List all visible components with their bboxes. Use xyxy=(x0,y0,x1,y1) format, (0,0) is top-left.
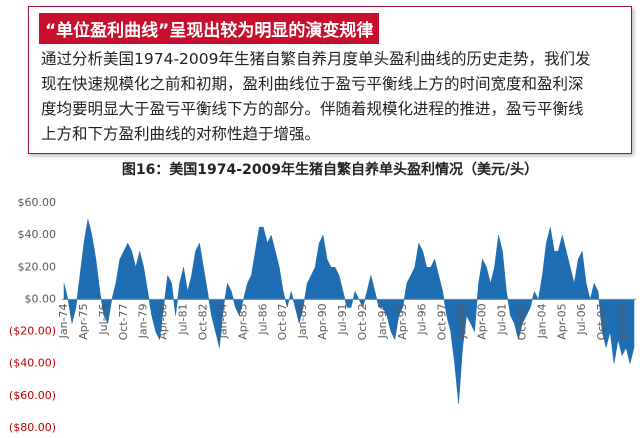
y-tick-label: $0.00 xyxy=(25,292,57,305)
x-tick-label: Jan-79 xyxy=(137,303,150,339)
y-tick-label: ($80.00) xyxy=(9,421,56,434)
y-tick-label: ($60.00) xyxy=(9,389,56,402)
x-tick-label: Apr-00 xyxy=(476,303,489,339)
x-tick-label: Jan-09 xyxy=(615,303,628,339)
x-tick-label: Oct-02 xyxy=(515,303,528,340)
x-tick-label: Oct-92 xyxy=(356,303,369,340)
x-tick-label: Oct-97 xyxy=(436,303,449,340)
callout-line: 通过分析美国1974-2009年生猪自繁自养月度单头盈利曲线的历史走势，我们发 xyxy=(41,50,591,68)
x-tick-label: Apr-95 xyxy=(396,303,409,339)
x-tick-label: Apr-75 xyxy=(77,303,90,339)
x-tick-label: Oct-77 xyxy=(117,303,130,340)
callout-line: 现在快速规模化之前和初期，盈利曲线位于盈亏平衡线上方的时间宽度和盈利深 xyxy=(41,75,584,93)
x-tick-label: Apr-05 xyxy=(555,303,568,339)
x-tick-label: Jan-84 xyxy=(216,303,229,339)
callout-line: 上方和下方盈利曲线的对称性趋于增强。 xyxy=(41,125,321,143)
y-tick-label: $60.00 xyxy=(18,196,57,209)
x-tick-label: Jan-89 xyxy=(296,303,309,339)
callout-line: 度均要明显大于盈亏平衡线下方的部分。伴随着规模化进程的推进，盈亏平衡线 xyxy=(41,100,584,118)
x-tick-label: Oct-87 xyxy=(276,303,289,340)
y-tick-label: $20.00 xyxy=(18,260,57,273)
x-tick-label: Jan-04 xyxy=(535,303,548,339)
x-tick-label: Jul-76 xyxy=(97,303,110,335)
y-tick-label: ($40.00) xyxy=(9,357,56,370)
area xyxy=(63,219,635,404)
x-tick-label: Jul-91 xyxy=(336,303,349,335)
x-tick-label: Jul-81 xyxy=(177,303,190,335)
y-tick-label: ($20.00) xyxy=(9,325,56,338)
callout: “单位盈利曲线”呈现出较为明显的演变规律 通过分析美国1974-2009年生猪自… xyxy=(28,6,632,154)
callout-title: “单位盈利曲线”呈现出较为明显的演变规律 xyxy=(39,13,380,44)
x-tick-label: Oct-82 xyxy=(197,303,210,340)
x-tick-label: Apr-90 xyxy=(316,303,329,339)
x-tick-label: Apr-80 xyxy=(157,303,170,339)
x-tick-label: Jul-96 xyxy=(416,303,429,335)
x-tick-label: Jan-74 xyxy=(57,303,70,339)
x-tick-label: Jul-86 xyxy=(256,303,269,335)
x-tick-label: Jul-06 xyxy=(575,303,588,335)
x-tick-label: Jul-01 xyxy=(495,303,508,335)
x-tick-label: Jan-99 xyxy=(456,303,469,339)
chart-title: 图16：美国1974-2009年生猪自繁自养单头盈利情况（美元/头） xyxy=(122,161,538,178)
x-tick-label: Apr-85 xyxy=(236,303,249,339)
y-tick-label: $40.00 xyxy=(18,228,57,241)
x-tick-label: Jan-94 xyxy=(376,303,389,339)
x-tick-label: Oct-07 xyxy=(595,303,608,340)
callout-body: 通过分析美国1974-2009年生猪自繁自养月度单头盈利曲线的历史走势，我们发现… xyxy=(41,47,591,147)
